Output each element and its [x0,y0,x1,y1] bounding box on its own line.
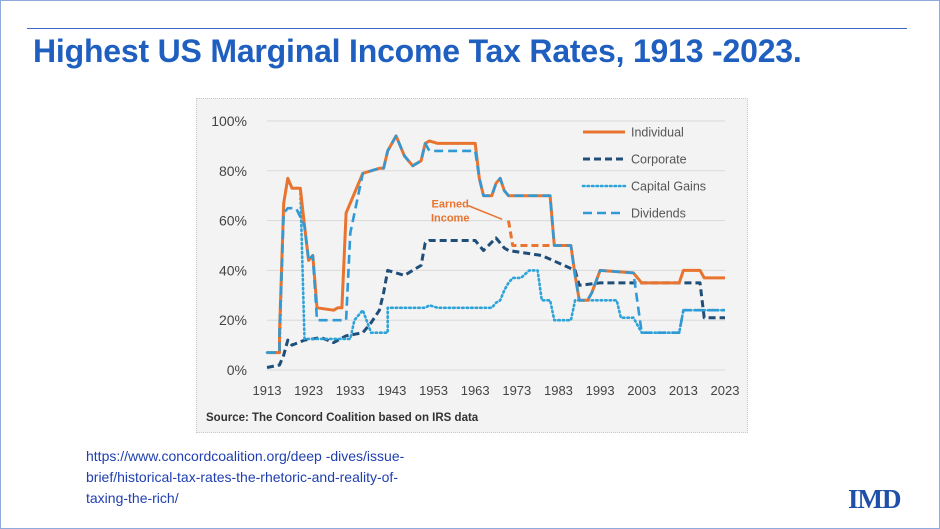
imd-logo: IMD [848,484,901,514]
annotation-text: Earned [432,199,469,211]
x-tick-label: 2003 [627,383,656,398]
tax-rate-line-chart: 0% 20% 40% 60% 80% 100% 1913 1923 1933 1943 1953 19… [211,113,740,398]
source-note: Source: The Concord Coalition based on I… [206,412,479,424]
annotation-arrow [467,204,503,221]
x-tick-label: 1993 [586,383,615,398]
legend-label: Individual [631,126,684,140]
chart-panel: 0% 20% 40% 60% 80% 100% 1913 1923 1933 1943 1953 19… [196,98,748,433]
url-line-1[interactable]: https://www.concordcoalition.org/deep -d… [86,448,405,464]
legend-label: Capital Gains [631,180,706,194]
x-tick-label: 1943 [377,383,406,398]
reference-link[interactable]: https://www.concordcoalition.org/deep -d… [86,446,546,509]
x-tick-label: 2013 [669,383,698,398]
x-tick-label: 1913 [253,383,282,398]
y-tick-label: 60% [219,213,247,229]
y-tick-label: 80% [219,163,247,179]
y-tick-label: 100% [211,113,247,129]
x-tick-label: 1933 [336,383,365,398]
annotation-text: Income [431,213,470,225]
x-tick-label: 1963 [461,383,490,398]
y-tick-label: 0% [227,362,247,378]
url-line-3[interactable]: taxing-the-rich/ [86,490,179,506]
x-tick-label: 1953 [419,383,448,398]
url-line-2[interactable]: brief/historical-tax-rates-the-rhetoric-… [86,469,398,485]
y-tick-label: 40% [219,262,247,278]
x-tick-label: 2023 [711,383,740,398]
series-line-earned-income [507,220,551,247]
series-line-capital-gains [265,177,727,354]
legend-label: Corporate [631,153,687,167]
title-rule [27,28,907,29]
legend-label: Dividends [631,207,686,221]
x-tick-label: 1923 [294,383,323,398]
slide-title: Highest US Marginal Income Tax Rates, 19… [33,33,802,69]
y-tick-label: 20% [219,312,247,328]
x-tick-label: 1983 [544,383,573,398]
x-tick-label: 1973 [502,383,531,398]
